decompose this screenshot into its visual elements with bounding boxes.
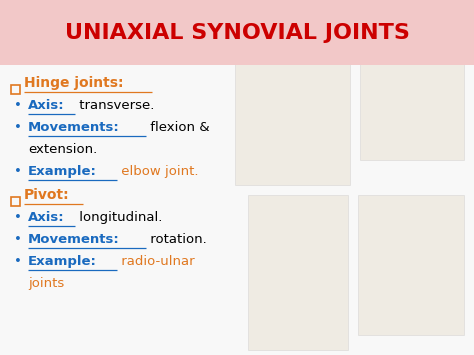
Bar bbox=[248, 195, 348, 350]
Text: Movements:: Movements: bbox=[28, 121, 120, 134]
Text: Movements:: Movements: bbox=[28, 233, 120, 246]
Text: extension.: extension. bbox=[28, 143, 97, 156]
Text: •: • bbox=[14, 255, 22, 268]
Text: •: • bbox=[14, 99, 22, 112]
Bar bbox=[360, 60, 464, 160]
Text: Axis:: Axis: bbox=[28, 211, 64, 224]
Text: •: • bbox=[14, 121, 22, 134]
Bar bbox=[11, 85, 20, 94]
Text: UNIAXIAL SYNOVIAL JOINTS: UNIAXIAL SYNOVIAL JOINTS bbox=[64, 23, 410, 43]
Text: •: • bbox=[14, 211, 22, 224]
Text: joints: joints bbox=[28, 277, 64, 290]
Text: Pivot:: Pivot: bbox=[24, 188, 70, 202]
Text: Hinge joints:: Hinge joints: bbox=[24, 76, 124, 90]
Bar bbox=[0, 0, 474, 65]
Text: transverse.: transverse. bbox=[75, 99, 155, 112]
Text: elbow joint.: elbow joint. bbox=[117, 165, 199, 178]
Bar bbox=[235, 60, 350, 185]
Text: radio-ulnar: radio-ulnar bbox=[117, 255, 194, 268]
Text: Example:: Example: bbox=[28, 255, 97, 268]
Text: rotation.: rotation. bbox=[146, 233, 207, 246]
Text: •: • bbox=[14, 165, 22, 178]
Text: flexion &: flexion & bbox=[146, 121, 210, 134]
Bar bbox=[358, 195, 464, 335]
Text: longitudinal.: longitudinal. bbox=[75, 211, 163, 224]
Text: Axis:: Axis: bbox=[28, 99, 64, 112]
Text: •: • bbox=[14, 233, 22, 246]
Bar bbox=[11, 197, 20, 206]
Text: Example:: Example: bbox=[28, 165, 97, 178]
